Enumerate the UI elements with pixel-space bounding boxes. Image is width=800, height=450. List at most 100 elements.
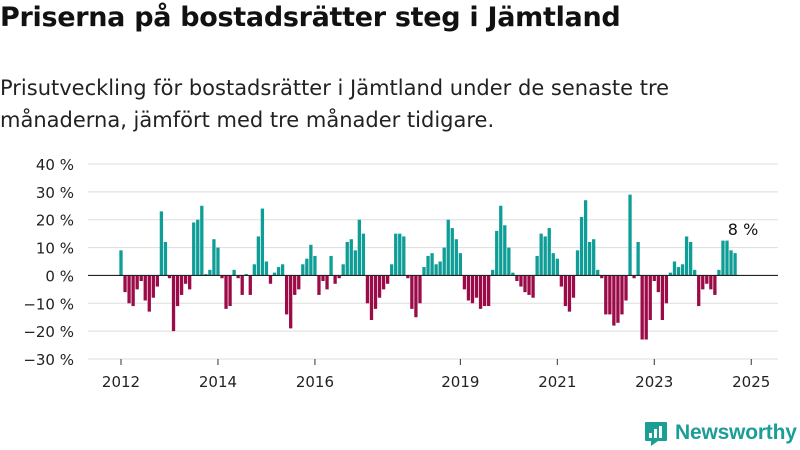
bar <box>365 275 370 304</box>
bar <box>216 247 220 276</box>
bar <box>458 253 463 276</box>
bar <box>596 269 600 276</box>
bar <box>349 239 353 276</box>
bar <box>309 244 313 276</box>
bar <box>583 200 588 276</box>
bar <box>721 240 725 276</box>
bar <box>212 239 216 276</box>
bar <box>612 275 616 326</box>
bar <box>179 275 184 295</box>
bar <box>167 275 172 279</box>
bar <box>430 253 434 276</box>
bar <box>256 236 261 276</box>
bar <box>228 275 232 307</box>
bar <box>123 275 127 293</box>
annotations: 8 % <box>728 220 758 239</box>
bar <box>406 275 410 279</box>
bar <box>604 275 608 315</box>
bar <box>390 264 394 276</box>
bar <box>600 275 604 279</box>
bar <box>478 275 483 309</box>
bar <box>159 211 164 276</box>
bar <box>183 275 188 284</box>
bar <box>551 253 555 276</box>
x-tick-label: 2014 <box>199 373 237 391</box>
y-axis: −30 % −20 % −10 % 0 % 10 % 20 % 30 % 40 % <box>23 156 74 369</box>
bar <box>119 250 123 276</box>
bar <box>660 275 665 320</box>
bar <box>236 275 240 279</box>
bar <box>442 247 446 276</box>
bar <box>232 269 236 276</box>
bar <box>280 264 285 276</box>
bar <box>515 275 519 281</box>
bar <box>373 275 378 309</box>
bar <box>204 274 208 276</box>
bar <box>143 275 147 301</box>
bar <box>450 228 454 276</box>
bar <box>644 275 648 340</box>
x-tick-label: 2023 <box>635 373 673 391</box>
bar <box>543 236 547 276</box>
bar <box>260 208 265 276</box>
bar <box>571 275 576 298</box>
bar <box>531 275 535 298</box>
bar <box>454 239 458 276</box>
bar <box>636 242 640 276</box>
bar <box>188 275 192 290</box>
bar <box>697 275 701 307</box>
bar <box>632 275 636 279</box>
bar <box>628 194 632 276</box>
bar <box>361 233 366 276</box>
bar <box>329 255 333 276</box>
bar <box>171 275 176 332</box>
bar <box>523 275 527 293</box>
bar <box>547 228 551 276</box>
bar <box>268 275 273 284</box>
y-tick-label: 30 % <box>36 184 74 202</box>
bar <box>664 275 669 304</box>
bar <box>353 250 357 276</box>
bar <box>345 242 349 276</box>
bar <box>462 275 467 290</box>
bar <box>507 247 511 276</box>
x-tick-label: 2012 <box>102 373 140 391</box>
bar <box>297 275 301 290</box>
bar <box>733 253 737 276</box>
bar-series <box>119 194 737 340</box>
bar <box>587 242 592 276</box>
bar <box>563 275 568 307</box>
bar <box>293 275 297 295</box>
bar <box>220 275 224 279</box>
bar <box>446 219 450 276</box>
bar <box>486 275 491 307</box>
x-tick-label: 2019 <box>441 373 479 391</box>
bar <box>684 236 689 276</box>
bar <box>147 275 151 312</box>
y-tick-label: −10 % <box>23 295 74 313</box>
bar <box>196 219 200 276</box>
bar <box>624 275 628 301</box>
bar <box>192 222 196 276</box>
bar <box>579 216 584 276</box>
bar <box>672 261 677 276</box>
bar <box>127 275 131 304</box>
bar <box>608 275 612 315</box>
chart-title: Priserna på bostadsrätter steg i Jämtlan… <box>0 2 621 33</box>
bar <box>337 275 341 279</box>
bar <box>640 275 644 340</box>
newsworthy-logo-icon <box>645 422 667 446</box>
bar <box>652 275 656 281</box>
bar <box>717 269 721 276</box>
bar <box>466 275 471 301</box>
bar <box>276 267 281 276</box>
bar <box>668 272 673 276</box>
bar <box>385 275 390 284</box>
bar <box>656 275 660 293</box>
bar <box>474 275 479 298</box>
y-tick-label: 0 % <box>45 267 74 285</box>
y-tick-label: −30 % <box>23 351 74 369</box>
bar <box>200 205 204 276</box>
x-tick-label: 2025 <box>732 373 770 391</box>
bar <box>313 255 317 276</box>
